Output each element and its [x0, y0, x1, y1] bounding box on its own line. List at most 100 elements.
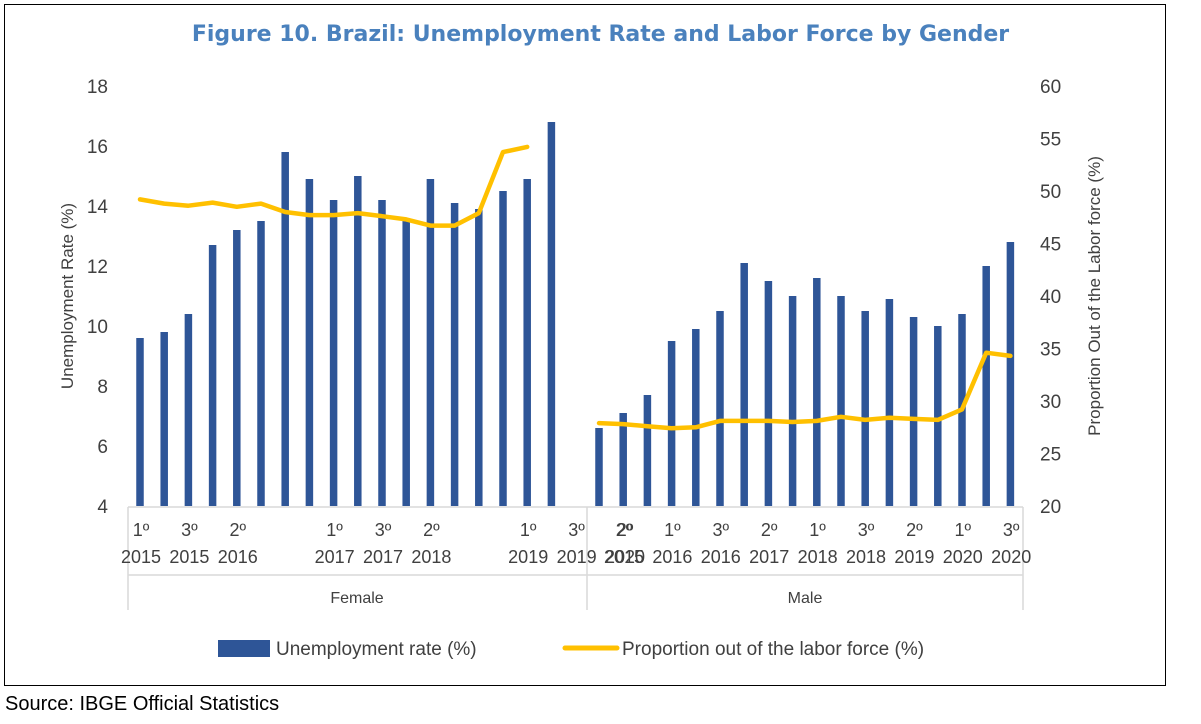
x-tick-year: 2016 — [218, 547, 258, 567]
y-tick-label: 12 — [87, 257, 108, 278]
source-note: Source: IBGE Official Statistics — [5, 693, 280, 715]
bar-female — [257, 221, 265, 506]
x-tick-year: 2017 — [749, 547, 789, 567]
bar-female — [160, 332, 168, 506]
y2-tick-label: 35 — [1040, 340, 1061, 361]
legend-bar-swatch — [218, 640, 270, 657]
bar-female — [450, 203, 459, 506]
figure-frame — [4, 4, 1166, 686]
x-tick-year: 2017 — [315, 547, 355, 567]
lines-layer — [137, 144, 1013, 431]
y-tick-label: 6 — [97, 437, 108, 458]
x-tick-quarter: 3º — [858, 520, 875, 540]
y2-tick-label: 55 — [1040, 130, 1061, 151]
bar-female — [378, 200, 386, 506]
x-tick-year: 2018 — [798, 547, 838, 567]
x-tick-quarter: 2º — [616, 520, 633, 540]
line-female — [137, 144, 530, 228]
bar-female — [523, 179, 531, 506]
x-tick-year: 2017 — [363, 547, 403, 567]
bar-female — [354, 176, 362, 506]
bar-female — [208, 245, 217, 506]
x-tick-quarter: 2º — [906, 520, 923, 540]
y2-axis-title: Proportion Out of the Labor force (%) — [1085, 156, 1104, 436]
bar-male — [982, 266, 990, 506]
y-tick-label: 18 — [87, 77, 108, 98]
y-tick-label: 4 — [97, 497, 108, 518]
x-tick-year: 2020 — [943, 547, 983, 567]
x-tick-year: 2016 — [701, 547, 741, 567]
y-axis-title: Unemployment Rate (%) — [58, 203, 77, 389]
chart-svg: 4 6 8 10 12 14 16 18 20 25 30 35 40 45 50 55 60 Unemploym… — [58, 77, 1104, 660]
bar-female — [547, 122, 556, 506]
x-tick-quarter: 1º — [520, 520, 537, 540]
axes-layer: 4 6 8 10 12 14 16 18 20 25 30 35 40 45 50 55 60 Unemploym… — [58, 77, 1104, 610]
legend-bar-label: Unemployment rate (%) — [276, 639, 477, 660]
x-tick-quarter: 3º — [713, 520, 730, 540]
bar-male — [934, 326, 942, 506]
bar-female — [184, 314, 193, 506]
bar-male — [595, 428, 603, 506]
bar-male — [619, 413, 627, 506]
y-tick-label: 14 — [87, 197, 109, 218]
x-tick-year: 2018 — [846, 547, 886, 567]
bar-male — [764, 281, 773, 506]
bar-male — [1006, 242, 1015, 506]
bar-male — [861, 311, 869, 506]
x-tick-quarter: 3º — [181, 520, 198, 540]
line-male — [596, 350, 1013, 431]
x-tick-year: 2019 — [557, 547, 597, 567]
group-label-female: Female — [330, 590, 383, 607]
y2-tick-label: 45 — [1040, 235, 1061, 256]
legend: Unemployment rate (%) Proportion out of … — [218, 639, 924, 660]
bar-male — [837, 296, 845, 506]
bar-male — [643, 395, 652, 506]
bar-female — [475, 209, 483, 506]
x-tick-year: 2020 — [991, 547, 1031, 567]
bar-female — [305, 179, 314, 506]
x-tick-quarter: 2º — [761, 520, 778, 540]
bar-male — [813, 278, 821, 506]
x-tick-year: 2019 — [508, 547, 548, 567]
x-tick-quarter: 3º — [1003, 520, 1020, 540]
x-tick-quarter: 1º — [809, 520, 826, 540]
bar-female — [136, 338, 144, 506]
y2-tick-label: 50 — [1040, 182, 1061, 203]
y2-tick-label: 25 — [1040, 445, 1061, 466]
bar-female — [329, 200, 338, 506]
x-tick-quarter: 1º — [955, 520, 972, 540]
group-label-male: Male — [788, 590, 823, 607]
x-tick-year: 2015 — [121, 547, 161, 567]
x-tick-quarter: 2º — [423, 520, 440, 540]
bar-male — [692, 329, 700, 506]
y-tick-label: 16 — [87, 137, 108, 158]
x-tick-quarter: 1º — [326, 520, 343, 540]
bar-female — [233, 230, 241, 506]
bar-male — [909, 317, 918, 506]
bar-male — [740, 263, 748, 506]
y-tick-label: 8 — [97, 377, 108, 398]
bar-male — [667, 341, 676, 506]
x-tick-year: 2020 — [605, 547, 645, 567]
bar-female — [499, 191, 507, 506]
legend-line-label: Proportion out of the labor force (%) — [622, 639, 924, 660]
x-tick-quarter: 1º — [664, 520, 681, 540]
bar-female — [426, 179, 435, 506]
y2-tick-label: 20 — [1040, 497, 1061, 518]
x-tick-quarter: 3º — [375, 520, 392, 540]
bar-male — [716, 311, 724, 506]
bars-layer — [136, 122, 1015, 506]
x-tick-year: 2019 — [894, 547, 934, 567]
bar-female — [402, 218, 410, 506]
x-tick-quarter: 2º — [617, 520, 634, 540]
x-tick-quarter: 1º — [133, 520, 150, 540]
x-tick-quarter: 2º — [230, 520, 247, 540]
y2-tick-label: 60 — [1040, 77, 1061, 98]
x-tick-quarter: 3º — [568, 520, 585, 540]
bar-female — [281, 152, 289, 506]
bar-male — [885, 299, 894, 506]
y-tick-label: 10 — [87, 317, 108, 338]
x-tick-year: 2016 — [652, 547, 692, 567]
bar-male — [788, 296, 797, 506]
x-tick-year: 2015 — [169, 547, 209, 567]
